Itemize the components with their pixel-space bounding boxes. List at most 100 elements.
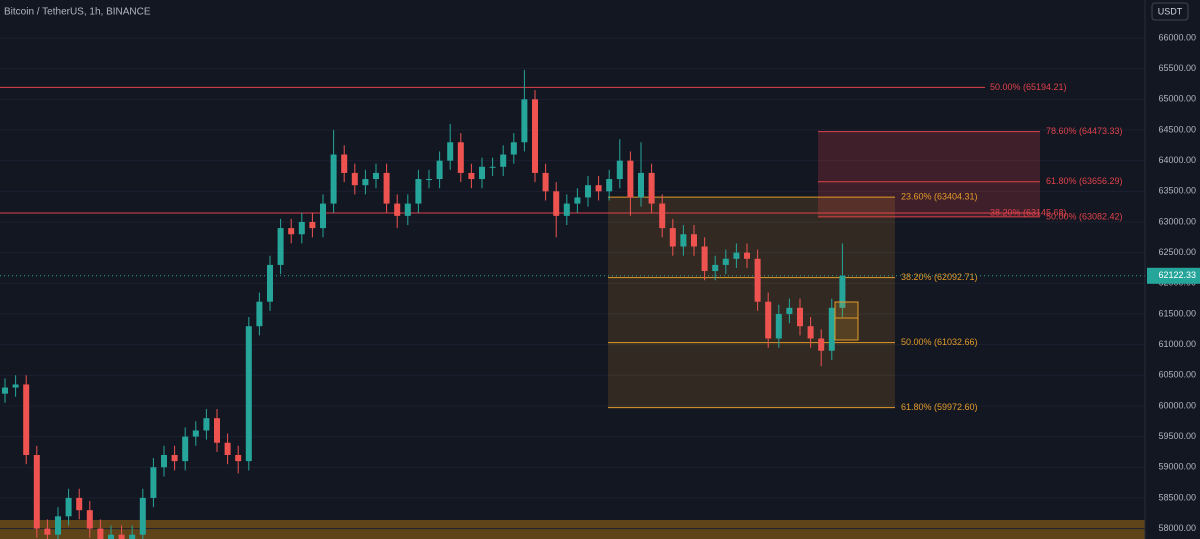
candle-body — [574, 197, 581, 204]
candle-body — [129, 534, 136, 539]
candle-body — [118, 534, 125, 539]
fib-levels: 50.00% (65194.21) 78.60% (64473.33) 61.80%… — [0, 82, 1145, 412]
grid — [0, 37, 1145, 530]
chart-title: Bitcoin / TetherUS, 1h, BINANCE — [4, 7, 151, 18]
fib-label: 38.20% (62092.71) — [901, 272, 978, 282]
y-tick-label: 59000.00 — [1158, 462, 1196, 472]
y-tick-label: 63500.00 — [1158, 186, 1196, 196]
candle-body — [76, 497, 83, 511]
candle-body — [680, 234, 687, 247]
candle-body — [648, 172, 655, 204]
candle-body — [245, 326, 252, 462]
candle-body — [2, 387, 8, 394]
candle-body — [214, 418, 220, 443]
candle-body — [309, 221, 316, 229]
candle-body — [320, 203, 326, 229]
support-zone — [0, 520, 1145, 539]
candle-body — [65, 497, 72, 517]
candle-body — [23, 384, 30, 455]
candle-body — [807, 326, 814, 339]
candle-body — [701, 246, 708, 272]
candle-body — [754, 258, 761, 302]
candle-body — [436, 160, 443, 180]
fib-label: 50.00% (65194.21) — [990, 82, 1067, 92]
y-tick-label: 61500.00 — [1158, 308, 1196, 318]
candle-body — [55, 516, 61, 535]
candle-body — [828, 307, 835, 351]
fib-zone — [818, 131, 1040, 217]
candle-body — [108, 534, 114, 539]
candle-body — [818, 338, 825, 351]
candle-body — [139, 497, 146, 535]
y-tick-label: 58000.00 — [1158, 523, 1196, 533]
candle-body — [712, 264, 719, 272]
candle-body — [638, 172, 644, 198]
candle-body — [12, 384, 19, 388]
candle-body — [362, 179, 369, 186]
y-tick-label: 65000.00 — [1158, 94, 1196, 104]
last-price-tag — [1147, 267, 1200, 284]
fib-label: 78.60% (64473.33) — [1046, 126, 1123, 136]
fib-label: 61.80% (63656.29) — [1046, 176, 1123, 186]
candle-body — [182, 436, 189, 462]
candle-body — [404, 203, 411, 216]
candle-body — [659, 203, 666, 229]
y-tick-label: 61000.00 — [1158, 339, 1196, 349]
y-tick-label: 60500.00 — [1158, 370, 1196, 380]
currency: USDT — [1158, 6, 1183, 16]
y-tick-label: 64000.00 — [1158, 155, 1196, 165]
last-price-label: 62122.33 — [1158, 270, 1196, 280]
candle-body — [797, 307, 803, 327]
candle-body — [426, 179, 432, 181]
candle-body — [553, 191, 560, 216]
candle-body — [330, 154, 337, 204]
y-tick-label: 59500.00 — [1158, 431, 1196, 441]
currency-box[interactable] — [1151, 2, 1189, 21]
y-tick-label: 66000.00 — [1158, 32, 1196, 42]
candle-body — [86, 510, 93, 529]
y-tick-label: 60000.00 — [1158, 400, 1196, 410]
candle-body — [150, 467, 157, 498]
y-tick-label: 58500.00 — [1158, 492, 1196, 502]
candle-body — [203, 418, 210, 431]
candle-body — [595, 185, 602, 192]
candle-body — [457, 142, 464, 173]
candle-body — [447, 142, 454, 161]
candle-body — [691, 234, 697, 247]
y-tick-label: 63000.00 — [1158, 216, 1196, 226]
y-tick-label: 65500.00 — [1158, 63, 1196, 73]
candle-body — [277, 228, 284, 265]
candle-body — [256, 301, 263, 327]
candle-body — [341, 154, 348, 173]
candle-body — [542, 172, 549, 192]
candle-body — [267, 264, 273, 302]
candle-body — [563, 203, 570, 216]
candle-body — [479, 166, 485, 180]
fib-label: 50.00% (63082.42) — [1046, 211, 1123, 221]
y-tick-label: 64500.00 — [1158, 124, 1196, 134]
candle-body — [383, 172, 390, 204]
candle-body — [288, 228, 295, 235]
candle-body — [97, 528, 104, 539]
candle-body — [616, 160, 623, 180]
candle-body — [627, 160, 634, 198]
candle-body — [733, 252, 740, 259]
price-axis-labels: 58000.00 58500.00 59000.00 59500.00 60000.00… — [1147, 32, 1200, 533]
candle-body — [373, 172, 379, 180]
position-box — [834, 301, 859, 341]
fib-label: 50.00% (61032.66) — [901, 337, 978, 347]
candle-body — [606, 179, 613, 192]
candle-body — [532, 99, 538, 173]
fib-label: 23.60% (63404.31) — [901, 192, 978, 202]
candle-body — [415, 179, 422, 204]
candle-body — [171, 454, 178, 462]
candle-body — [161, 454, 167, 468]
candle-body — [510, 142, 517, 155]
candle-body — [298, 221, 305, 235]
fib-label: 61.80% (59972.60) — [901, 402, 978, 412]
candle-body — [394, 203, 401, 216]
candle-body — [224, 442, 231, 455]
